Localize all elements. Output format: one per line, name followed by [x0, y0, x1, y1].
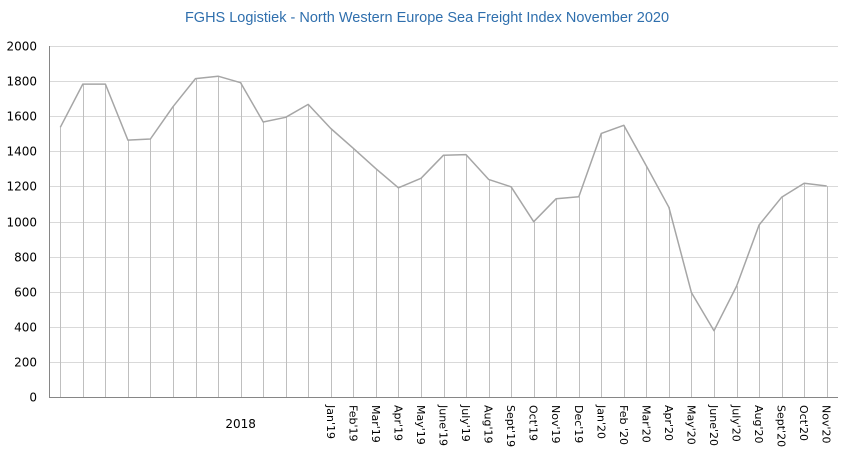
- data-point: [509, 185, 513, 189]
- data-point: [554, 197, 558, 201]
- x-tick-label: Jan'19: [324, 404, 337, 439]
- x-axis-ticks: Jan'19 Feb'19 Mar'19 Apr'19 May'19 June'19 Jul…: [225, 404, 832, 447]
- x-tick-label: June'20: [707, 404, 720, 446]
- x-tick-label: May'20: [684, 405, 697, 445]
- drop-lines: [60, 76, 828, 397]
- data-point: [532, 220, 536, 224]
- data-point: [622, 123, 626, 127]
- gridlines: [49, 46, 838, 363]
- data-point: [577, 195, 581, 199]
- y-tick-label: 1400: [6, 145, 37, 159]
- data-point: [194, 77, 198, 81]
- chart-title: FGHS Logistiek - North Western Europe Se…: [184, 10, 670, 26]
- data-point: [126, 138, 130, 142]
- data-point: [757, 223, 761, 227]
- x-tick-label: Feb'19: [346, 405, 359, 442]
- data-point: [802, 181, 806, 185]
- x-tick-label: Oct'19: [527, 405, 540, 441]
- x-tick-label: July'19: [459, 404, 472, 442]
- data-point: [239, 81, 243, 85]
- x-tick-label: Feb '20: [617, 405, 630, 445]
- x-tick-label: Sept'20: [775, 405, 788, 447]
- x-tick-label: Apr'20: [662, 405, 675, 441]
- x-tick-label: June'19: [437, 404, 450, 446]
- y-tick-label: 1600: [6, 110, 37, 124]
- x-tick-label: Jan'20: [594, 404, 607, 439]
- x-tick-label: Mar'19: [369, 405, 382, 443]
- data-point: [216, 74, 220, 78]
- data-point: [148, 137, 152, 141]
- data-point: [374, 167, 378, 171]
- data-point: [464, 153, 468, 157]
- data-point: [487, 177, 491, 181]
- data-point: [712, 329, 716, 333]
- data-point: [689, 291, 693, 295]
- series-group: [58, 74, 829, 333]
- data-point: [419, 176, 423, 180]
- x-tick-label: Sept'19: [504, 405, 517, 447]
- data-point: [171, 105, 175, 109]
- y-tick-label: 400: [14, 321, 37, 335]
- y-tick-label: 1800: [6, 75, 37, 89]
- x-tick-label: Nov'19: [549, 405, 562, 444]
- data-point: [81, 82, 85, 86]
- y-tick-label: 200: [14, 356, 37, 370]
- x-tick-label: July'20: [730, 404, 743, 442]
- x-tick-label: Aug'20: [752, 405, 765, 444]
- data-point: [329, 126, 333, 130]
- x-tick-label: Nov'20: [820, 405, 833, 444]
- axes: [49, 46, 838, 398]
- data-point: [396, 186, 400, 190]
- data-point: [351, 146, 355, 150]
- data-point: [735, 284, 739, 288]
- x-tick-label: May'19: [414, 405, 427, 445]
- x-tick-label: Dec'19: [572, 405, 585, 443]
- data-point: [306, 102, 310, 106]
- y-axis-ticks: 0 200 400 600 800 1000 1200 1400 1600 1800 2000: [6, 40, 37, 405]
- data-point: [58, 125, 62, 129]
- data-point: [284, 115, 288, 119]
- data-point: [261, 120, 265, 124]
- x-tick-label: Oct'20: [797, 405, 810, 441]
- x-group-label: 2018: [225, 417, 256, 431]
- data-point: [780, 195, 784, 199]
- y-tick-label: 1000: [6, 216, 37, 230]
- data-point: [599, 131, 603, 135]
- series-line: [59, 75, 827, 332]
- y-tick-label: 800: [14, 251, 37, 265]
- x-tick-label: Mar'20: [639, 405, 652, 443]
- x-tick-label: Aug'19: [482, 405, 495, 444]
- x-tick-label: Apr'19: [391, 405, 404, 441]
- data-point: [667, 205, 671, 209]
- data-point: [442, 153, 446, 157]
- data-point: [825, 184, 829, 188]
- y-tick-label: 0: [29, 391, 37, 405]
- y-tick-label: 600: [14, 286, 37, 300]
- data-point: [103, 82, 107, 86]
- y-tick-label: 2000: [6, 40, 37, 54]
- data-point: [644, 164, 648, 168]
- y-tick-label: 1200: [6, 180, 37, 194]
